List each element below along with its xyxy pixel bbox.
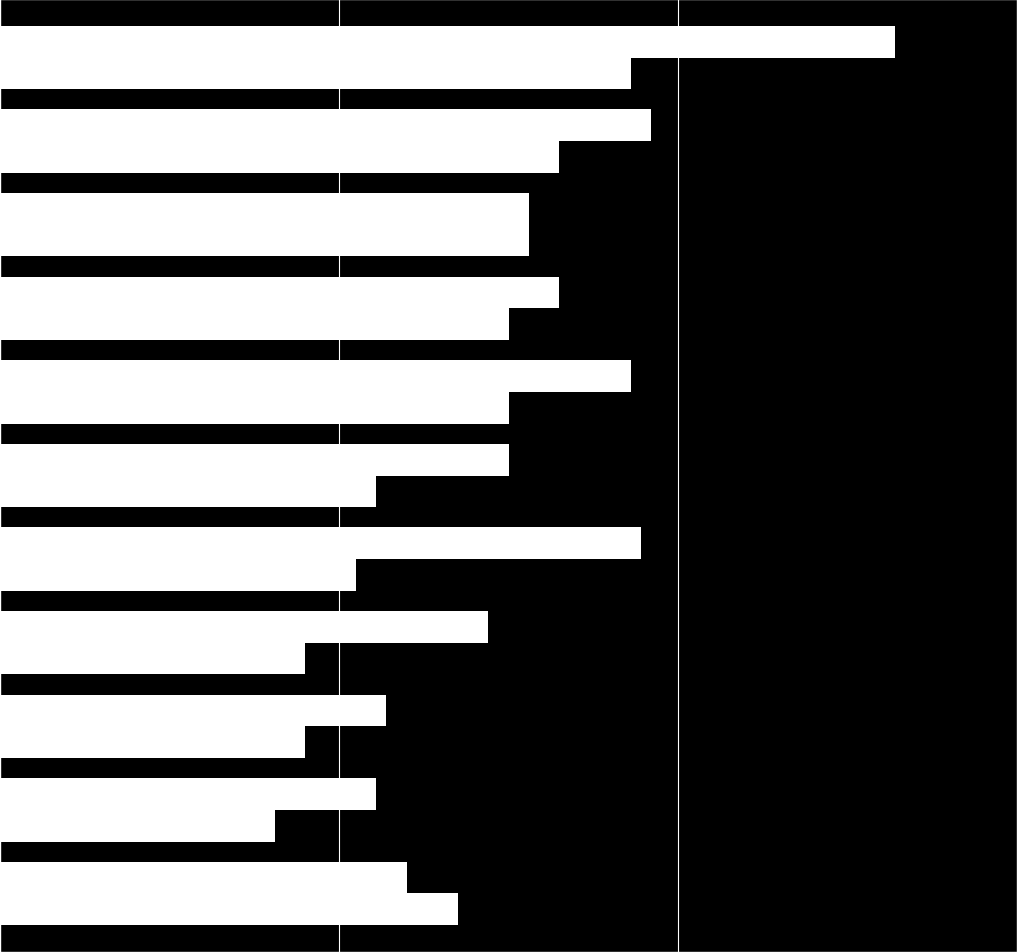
Bar bbox=[0, 695, 386, 726]
Bar bbox=[0, 779, 376, 810]
Bar bbox=[0, 810, 275, 842]
Bar bbox=[0, 277, 559, 309]
Bar bbox=[0, 527, 641, 560]
Bar bbox=[0, 392, 508, 425]
Bar bbox=[0, 110, 651, 142]
Bar bbox=[0, 862, 407, 894]
Bar bbox=[0, 226, 529, 257]
Bar bbox=[0, 643, 305, 675]
Bar bbox=[0, 476, 376, 507]
Bar bbox=[0, 58, 631, 90]
Bar bbox=[0, 445, 508, 476]
Bar bbox=[0, 194, 529, 226]
Bar bbox=[0, 611, 488, 643]
Bar bbox=[0, 726, 305, 758]
Bar bbox=[0, 361, 631, 392]
Bar bbox=[0, 309, 508, 341]
Bar bbox=[0, 560, 356, 591]
Bar bbox=[0, 142, 559, 173]
Bar bbox=[0, 27, 895, 58]
Bar bbox=[0, 894, 458, 925]
